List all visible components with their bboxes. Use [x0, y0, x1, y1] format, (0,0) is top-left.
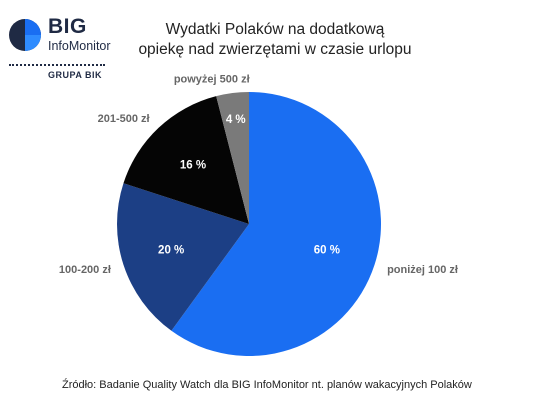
pie-category-label: 201-500 zł — [98, 113, 150, 125]
pie-slice-100-200-z — [117, 183, 249, 331]
logo-name: BIG — [48, 15, 87, 38]
logo-group-label: GRUPA BIK — [48, 70, 102, 80]
logo-subname: InfoMonitor — [48, 39, 111, 53]
pie-category-label: poniżej 100 zł — [387, 264, 458, 276]
pie-value-label: 16 % — [180, 159, 206, 171]
pie-slice-poni-ej-100-z — [171, 92, 381, 356]
big-infomonitor-logo: BIG InfoMonitor GRUPA BIK — [8, 8, 118, 80]
pie-category-label: powyżej 500 zł — [174, 73, 250, 85]
source-note: Źródło: Badanie Quality Watch dla BIG In… — [62, 379, 472, 391]
pie-category-label: 100-200 zł — [59, 264, 111, 276]
pie-value-label: 4 % — [226, 114, 246, 126]
pie-slice-201-500-z — [123, 96, 249, 224]
pie-value-label: 60 % — [314, 244, 340, 256]
pie-value-label: 20 % — [158, 244, 184, 256]
logo-circle-icon — [9, 19, 41, 51]
chart-title-line-2: opiekę nad zwierzętami w czasie urlopu — [138, 41, 412, 58]
chart-title: Wydatki Polaków na dodatkową opiekę nad … — [130, 20, 420, 60]
pie-slice-powy-ej-500-z — [216, 92, 249, 224]
chart-title-line-1: Wydatki Polaków na dodatkową — [165, 21, 385, 38]
logo-divider — [9, 64, 105, 66]
